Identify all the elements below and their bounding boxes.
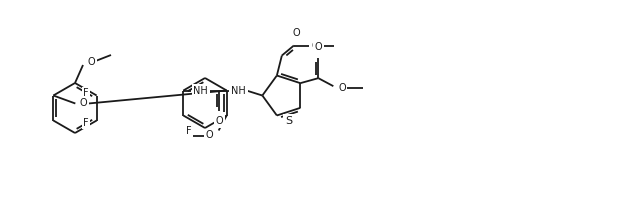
Text: O: O [338,83,346,93]
Text: O: O [205,130,213,140]
Text: O: O [88,57,95,67]
Text: O: O [215,116,223,126]
Text: F: F [83,118,89,128]
Text: NH: NH [232,85,246,95]
Text: F: F [185,125,191,135]
Text: O: O [312,41,319,51]
Text: NH: NH [193,85,208,95]
Text: S: S [285,116,292,126]
Text: O: O [292,27,300,37]
Text: F: F [83,88,89,99]
Text: O: O [79,99,87,109]
Text: O: O [314,42,322,52]
